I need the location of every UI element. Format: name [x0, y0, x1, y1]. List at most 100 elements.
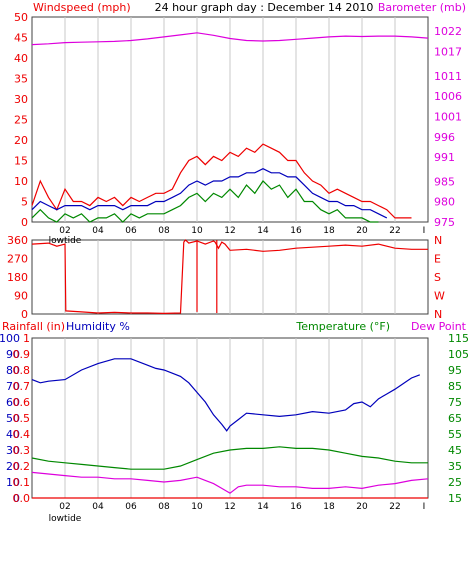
rainfall-tick-label: 0.8: [13, 364, 31, 377]
temperature-tick-label: 15: [448, 492, 462, 505]
rainfall-tick-label: 0.5: [13, 412, 31, 425]
humidity-series-line: [31, 358, 421, 432]
x-tick-label: 04: [92, 502, 104, 512]
barometer-tick-label: 991: [434, 151, 455, 164]
windspeed-tick-label: 50: [14, 11, 28, 24]
direction-tick-label: 180: [7, 271, 28, 284]
rainfall-tick-label: 0.9: [13, 348, 31, 361]
direction-tick-label: 0: [21, 308, 28, 321]
barometer-tick-label: 996: [434, 131, 455, 144]
windspeed-axis-title: Windspeed (mph): [33, 1, 131, 14]
x-tick-label: 12: [224, 226, 235, 236]
compass-tick-label: W: [434, 290, 445, 303]
humidity-tick-label: 40: [6, 428, 20, 441]
humidity-axis-title: Humidity %: [66, 320, 130, 333]
x-tick-label: 18: [323, 226, 335, 236]
x-tick-label: 08: [158, 502, 170, 512]
windspeed-tick-label: 25: [14, 114, 28, 127]
x-tick-label: 14: [257, 502, 269, 512]
x-tick-label: 08: [158, 226, 170, 236]
temperature-tick-label: 25: [448, 476, 462, 489]
temperature-tick-label: 95: [448, 364, 462, 377]
barometer-tick-label: 1006: [434, 90, 462, 103]
wind-series-line: [31, 168, 388, 219]
humidity-series-line: [31, 446, 428, 470]
wind-series-line: [31, 143, 412, 219]
direction-series-line: [31, 239, 428, 315]
humidity-tick-label: 0: [13, 492, 20, 505]
wind-series-line: [31, 32, 429, 46]
humidity-tick-label: 10: [6, 476, 20, 489]
wind-series-line: [31, 180, 379, 223]
temperature-tick-label: 45: [448, 444, 462, 457]
barometer-tick-label: 985: [434, 175, 455, 188]
direction-tick-label: 360: [7, 234, 28, 247]
windspeed-tick-label: 15: [14, 155, 28, 168]
x-tick-label: 06: [125, 502, 137, 512]
direction-tick-label: 270: [7, 253, 28, 266]
x-tick-label: 16: [290, 226, 302, 236]
windspeed-tick-label: 30: [14, 93, 28, 106]
rainfall-tick-label: 0.2: [13, 460, 31, 473]
rainfall-tick-label: 0.3: [13, 444, 31, 457]
windspeed-tick-label: 0: [21, 216, 28, 229]
barometer-tick-label: 1001: [434, 110, 462, 123]
dewpoint-axis-title: Dew Point: [411, 320, 467, 333]
windspeed-tick-label: 45: [14, 32, 28, 45]
compass-tick-label: S: [434, 271, 441, 284]
x-tick-label: 22: [389, 226, 400, 236]
lowtide-label: lowtide: [49, 514, 82, 524]
x-tick-label: 22: [389, 502, 400, 512]
windspeed-tick-label: 5: [21, 196, 28, 209]
x-tick-label: 14: [257, 226, 269, 236]
windspeed-tick-label: 35: [14, 73, 28, 86]
humidity-tick-label: 100: [0, 332, 20, 345]
x-tick-label: 12: [224, 502, 235, 512]
x-tick-label: 18: [323, 502, 335, 512]
barometer-tick-label: 1011: [434, 70, 462, 83]
x-tick-label: 20: [356, 226, 368, 236]
humidity-tick-label: 80: [6, 364, 20, 377]
compass-tick-label: E: [434, 253, 441, 266]
windspeed-tick-label: 10: [14, 175, 28, 188]
rainfall-tick-label: 0.7: [13, 380, 31, 393]
humidity-tick-label: 60: [6, 396, 20, 409]
lowtide-label: lowtide: [49, 236, 82, 246]
humidity-tick-label: 20: [6, 460, 20, 473]
x-tick-label: 02: [59, 502, 70, 512]
temperature-tick-label: 115: [448, 332, 468, 345]
direction-tick-label: 90: [14, 290, 28, 303]
rainfall-axis-title: Rainfall (in): [2, 320, 65, 333]
humidity-series-line: [31, 471, 429, 494]
x-tick-label: 04: [92, 226, 104, 236]
x-tick-label: 10: [191, 226, 203, 236]
windspeed-tick-label: 40: [14, 52, 28, 65]
humidity-tick-label: 50: [6, 412, 20, 425]
compass-tick-label: N: [434, 234, 442, 247]
x-tick-label: 16: [290, 502, 302, 512]
rainfall-tick-label: 1: [23, 332, 30, 345]
barometer-tick-label: 975: [434, 216, 455, 229]
x-tick-label: I: [423, 226, 426, 236]
rainfall-tick-label: 0.1: [13, 476, 31, 489]
barometer-tick-label: 1017: [434, 46, 462, 59]
temperature-tick-label: 55: [448, 428, 462, 441]
rainfall-tick-label: 0.6: [13, 396, 31, 409]
barometer-axis-title: Barometer (mb): [378, 1, 466, 14]
humidity-tick-label: 90: [6, 348, 20, 361]
humidity-tick-label: 70: [6, 380, 20, 393]
x-tick-label: 02: [59, 226, 70, 236]
graph-title: 24 hour graph day : December 14 2010: [155, 1, 374, 14]
temperature-tick-label: 75: [448, 396, 462, 409]
barometer-tick-label: 1022: [434, 25, 462, 38]
compass-tick-label: N: [434, 308, 442, 321]
temperature-tick-label: 85: [448, 380, 462, 393]
x-tick-label: 06: [125, 226, 137, 236]
humidity-tick-label: 30: [6, 444, 20, 457]
barometer-tick-label: 980: [434, 196, 455, 209]
rainfall-tick-label: 0.4: [13, 428, 31, 441]
temperature-tick-label: 35: [448, 460, 462, 473]
rainfall-tick-label: 0.0: [13, 492, 31, 505]
